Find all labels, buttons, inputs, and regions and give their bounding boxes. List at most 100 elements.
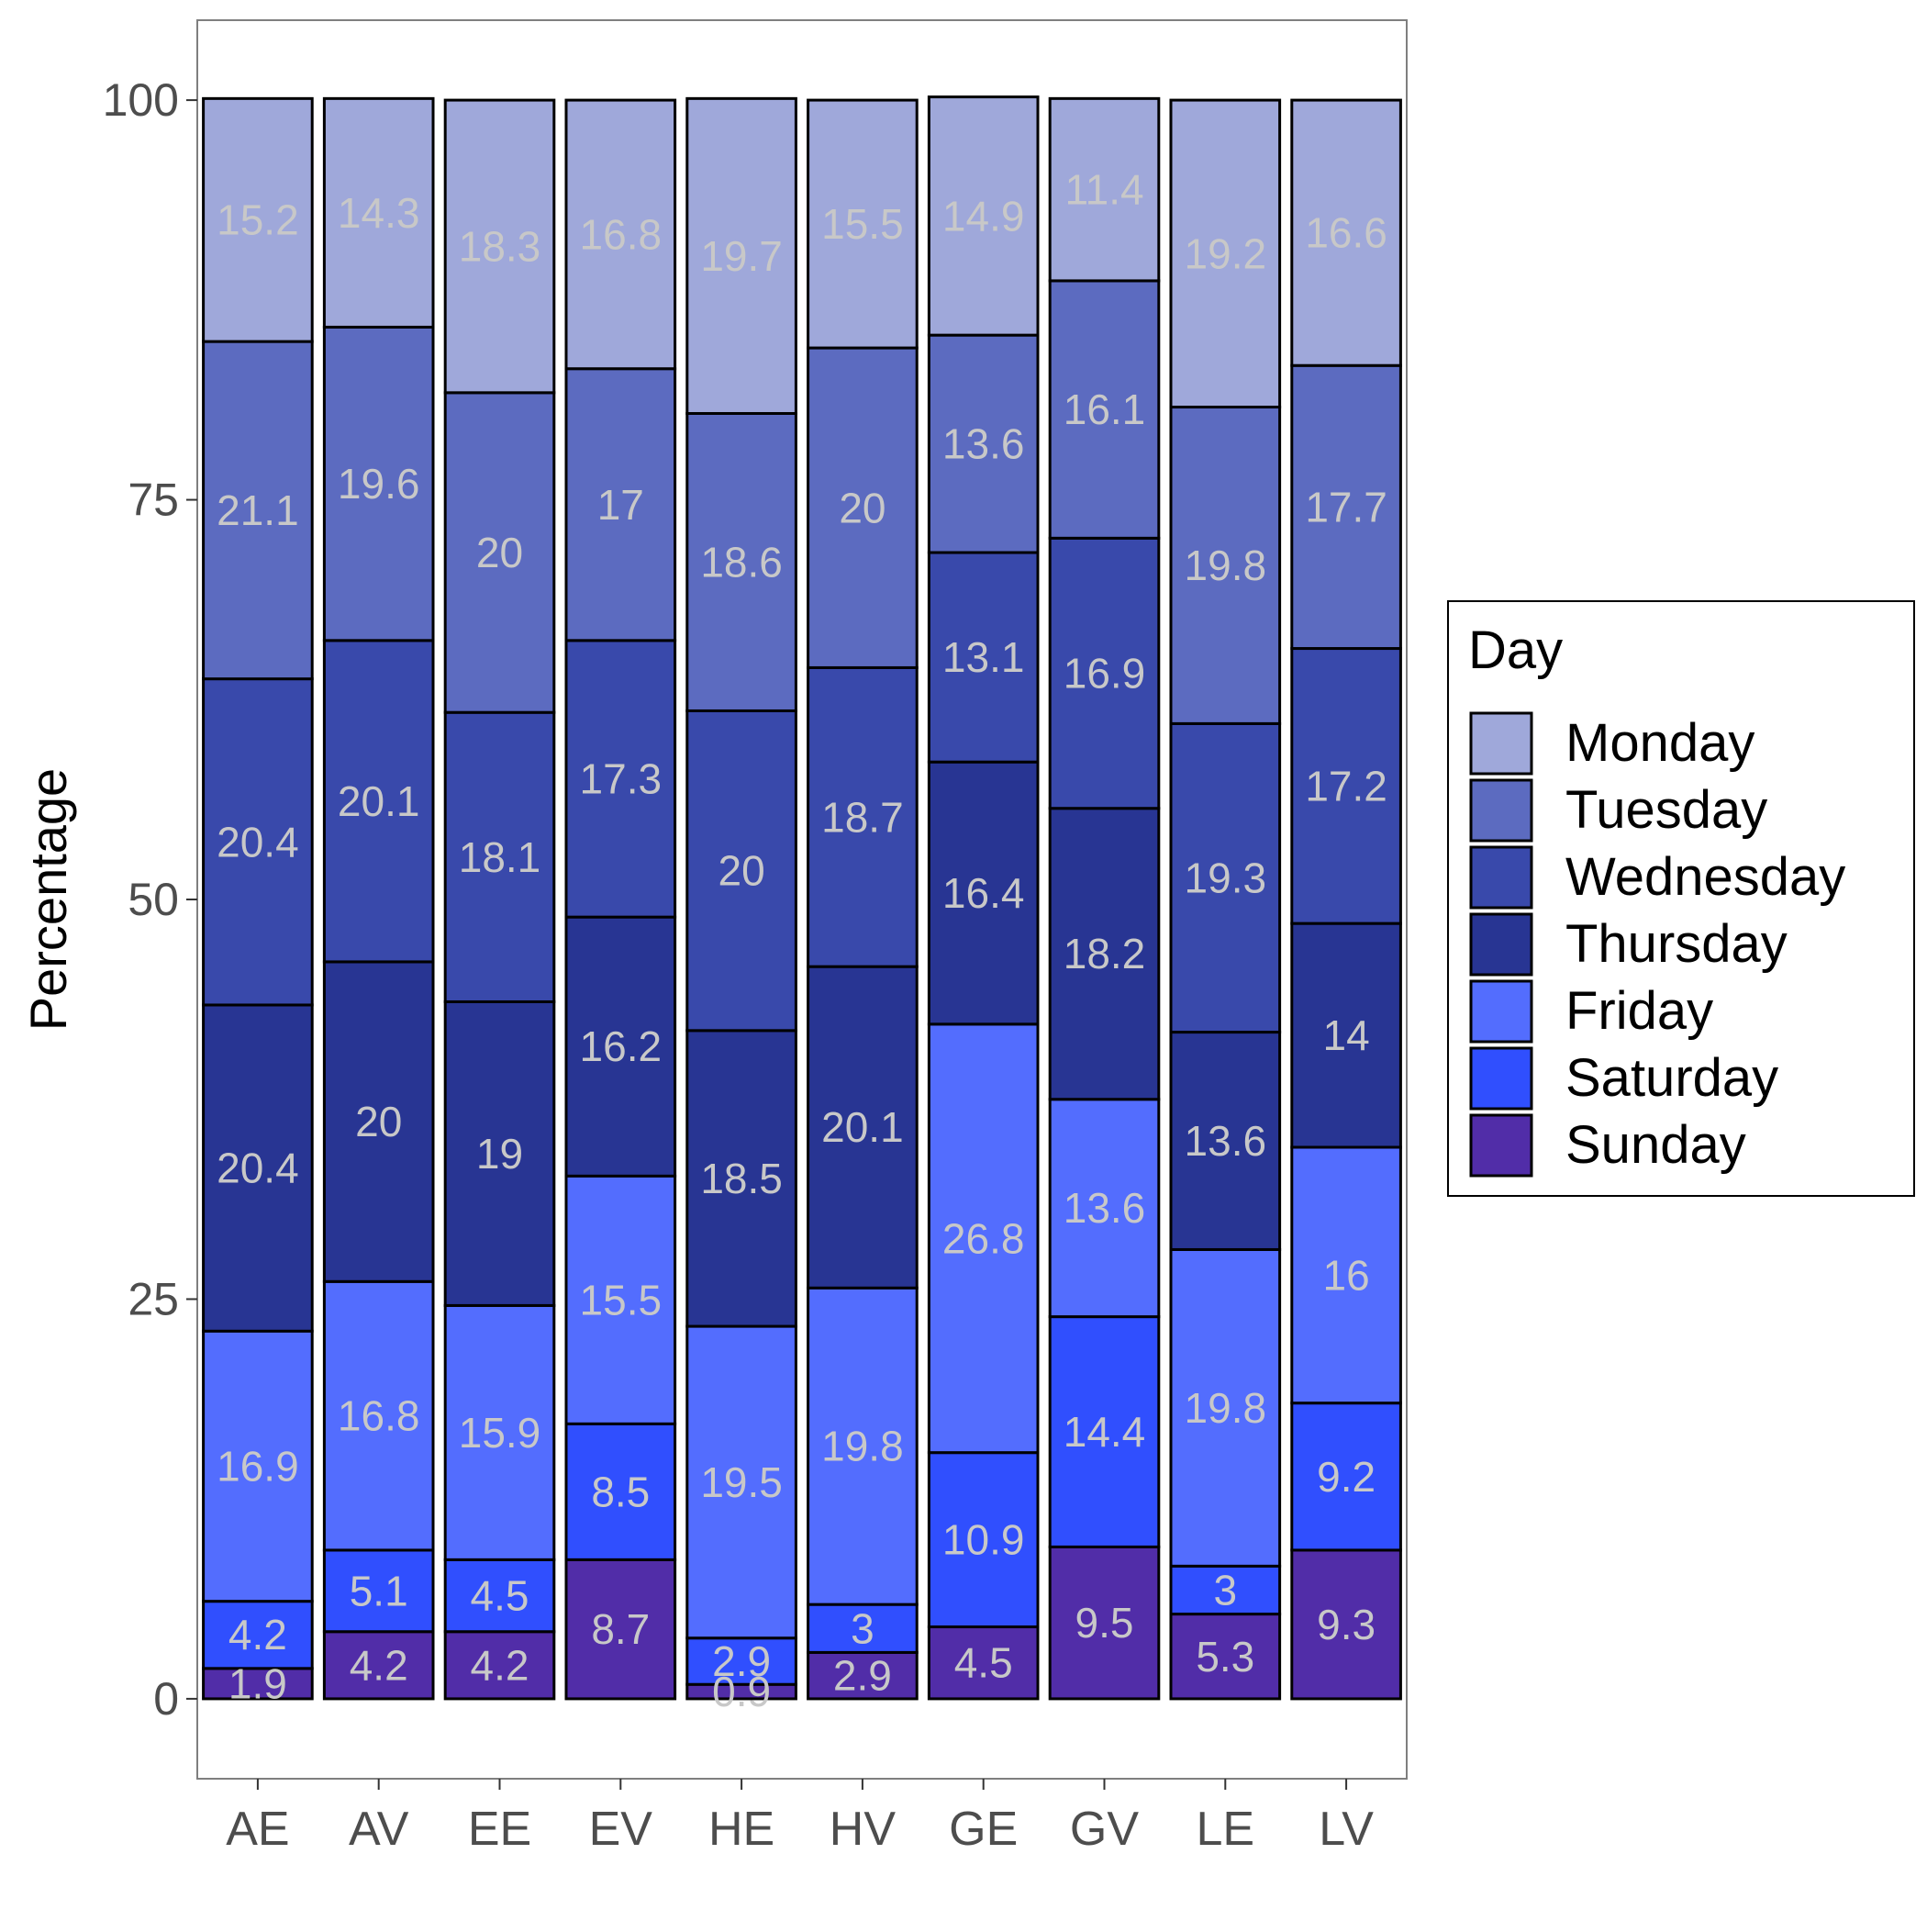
legend-swatch-monday — [1469, 711, 1533, 776]
data-label-ae-saturday: 4.2 — [228, 1611, 287, 1658]
bar-segment-ae-tuesday — [202, 340, 314, 681]
x-tick-label-he: HE — [708, 1803, 774, 1856]
bar-segment-le-tuesday — [1169, 406, 1282, 725]
bar-segment-he-monday — [685, 96, 797, 415]
x-tick-label-lv: LV — [1319, 1803, 1374, 1856]
legend-label-tuesday: Tuesday — [1565, 780, 1767, 840]
bar-segment-he-tuesday — [685, 411, 797, 712]
data-label-ev-saturday: 8.5 — [591, 1468, 650, 1515]
data-label-ge-tuesday: 13.6 — [942, 420, 1025, 468]
bar-segment-lv-wednesday — [1290, 647, 1402, 925]
bar-stack-ee — [443, 98, 556, 1701]
data-label-ae-tuesday: 21.1 — [217, 486, 299, 534]
bar-segment-hv-friday — [807, 1286, 919, 1606]
bar-segment-ae-saturday — [202, 1600, 314, 1670]
data-label-le-friday: 19.8 — [1185, 1384, 1267, 1432]
data-label-gv-wednesday: 16.9 — [1064, 650, 1146, 698]
data-label-ee-sunday: 4.2 — [471, 1641, 529, 1689]
x-tick-label-le: LE — [1196, 1803, 1254, 1856]
data-label-ae-monday: 15.2 — [217, 196, 299, 244]
data-label-av-thursday: 20 — [355, 1098, 402, 1145]
bar-segment-ev-thursday — [564, 915, 677, 1178]
bar-segment-le-monday — [1169, 98, 1282, 409]
bar-segment-hv-wednesday — [807, 665, 919, 968]
legend-swatch-wednesday — [1469, 845, 1533, 910]
data-label-gv-saturday: 14.4 — [1064, 1408, 1146, 1456]
bar-segment-ee-thursday — [443, 1000, 556, 1307]
bar-stack-ge — [927, 95, 1040, 1701]
legend-label-sunday: Sunday — [1565, 1115, 1746, 1175]
bar-segment-le-friday — [1169, 1247, 1282, 1568]
data-label-le-wednesday: 19.3 — [1185, 854, 1267, 901]
data-label-ee-monday: 18.3 — [459, 222, 541, 270]
bar-segment-gv-friday — [1048, 1098, 1161, 1319]
bar-segment-gv-thursday — [1048, 807, 1161, 1101]
bar-segment-ae-friday — [202, 1329, 314, 1603]
data-label-gv-friday: 13.6 — [1064, 1184, 1146, 1232]
data-label-ev-thursday: 16.2 — [580, 1022, 663, 1070]
legend-swatch-friday — [1469, 979, 1533, 1044]
x-tick-label-ev: EV — [589, 1803, 653, 1856]
data-label-gv-thursday: 18.2 — [1064, 930, 1146, 977]
bar-segment-lv-friday — [1290, 1145, 1402, 1405]
data-label-hv-thursday: 20.1 — [821, 1103, 904, 1151]
bar-segment-ae-wednesday — [202, 677, 314, 1007]
bar-segment-ae-thursday — [202, 1003, 314, 1333]
y-axis-title: Percentage — [19, 768, 77, 1031]
bar-segment-ge-wednesday — [927, 551, 1040, 764]
bar-stack-lv — [1290, 98, 1402, 1701]
data-label-ge-saturday: 10.9 — [942, 1516, 1025, 1564]
bar-segment-av-tuesday — [322, 325, 435, 642]
bar-segment-hv-saturday — [807, 1603, 919, 1654]
data-label-le-tuesday: 19.8 — [1185, 542, 1267, 589]
data-labels: 1.94.216.920.420.421.115.24.25.116.82020… — [217, 166, 1387, 1715]
data-label-ee-friday: 15.9 — [459, 1409, 541, 1457]
data-label-he-friday: 19.5 — [700, 1458, 783, 1506]
bar-stack-gv — [1048, 96, 1161, 1701]
x-tick-label-hv: HV — [830, 1803, 897, 1856]
data-label-he-saturday: 2.9 — [712, 1637, 771, 1685]
bar-segment-ge-friday — [927, 1022, 1040, 1455]
data-label-hv-saturday: 3 — [851, 1604, 874, 1652]
bar-stack-ev — [564, 98, 677, 1701]
data-label-ge-sunday: 4.5 — [954, 1639, 1013, 1687]
data-label-ev-monday: 16.8 — [580, 210, 663, 258]
data-label-gv-tuesday: 16.1 — [1064, 385, 1146, 433]
bar-segment-ev-monday — [564, 98, 677, 371]
y-tick-label-100: 100 — [103, 74, 179, 126]
data-label-lv-thursday: 14 — [1323, 1011, 1370, 1059]
legend-label-monday: Monday — [1565, 713, 1754, 773]
bar-stack-he — [685, 96, 797, 1701]
bar-stack-le — [1169, 98, 1282, 1701]
data-label-ee-thursday: 19 — [476, 1130, 523, 1178]
bar-segment-ge-sunday — [927, 1625, 1040, 1701]
legend-label-thursday: Thursday — [1565, 914, 1788, 974]
legend: Day Monday Tuesday Wednesday Thursday Friday… — [1447, 600, 1915, 1197]
bar-segment-ee-sunday — [443, 1630, 556, 1701]
bars — [202, 95, 1402, 1701]
data-label-lv-tuesday: 17.7 — [1305, 483, 1387, 530]
bar-segment-av-sunday — [322, 1630, 435, 1701]
x-tick-label-ee: EE — [468, 1803, 531, 1856]
y-tick-label-75: 75 — [128, 475, 179, 526]
bar-segment-he-thursday — [685, 1029, 797, 1328]
data-label-av-tuesday: 19.6 — [338, 460, 420, 508]
data-label-ge-monday: 14.9 — [942, 192, 1025, 240]
bar-segment-gv-monday — [1048, 96, 1161, 283]
bar-segment-he-friday — [685, 1324, 797, 1640]
data-label-ee-tuesday: 20 — [476, 529, 523, 576]
data-label-he-tuesday: 18.6 — [700, 538, 783, 586]
legend-swatch-sunday — [1469, 1113, 1533, 1178]
data-label-ae-sunday: 1.9 — [228, 1659, 287, 1707]
bar-segment-ee-friday — [443, 1303, 556, 1561]
data-label-lv-sunday: 9.3 — [1317, 1601, 1376, 1648]
bar-segment-gv-sunday — [1048, 1545, 1161, 1701]
y-tick-label-50: 50 — [128, 874, 179, 925]
data-label-ev-sunday: 8.7 — [591, 1605, 650, 1653]
bar-segment-le-saturday — [1169, 1564, 1282, 1616]
data-label-hv-friday: 19.8 — [821, 1423, 904, 1470]
legend-label-saturday: Saturday — [1565, 1048, 1778, 1108]
bar-segment-ev-tuesday — [564, 367, 677, 642]
data-label-ev-wednesday: 17.3 — [580, 754, 663, 802]
data-label-av-saturday: 5.1 — [350, 1567, 408, 1614]
